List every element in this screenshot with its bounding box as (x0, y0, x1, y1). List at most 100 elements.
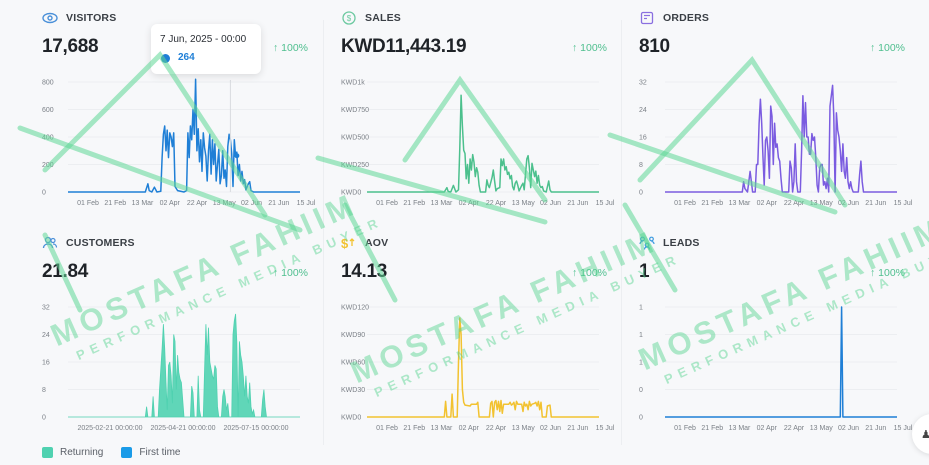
x-tick-label: 15 Jul (297, 200, 316, 207)
card-title: LEADS (663, 237, 700, 249)
y-tick-label: KWD500 (341, 135, 369, 142)
dollar-up-icon: $ (341, 235, 357, 251)
y-tick-label: KWD1k (341, 80, 365, 87)
y-tick-label: 200 (42, 162, 54, 169)
y-tick-label: 800 (42, 80, 54, 87)
x-tick-label: 01 Feb (674, 200, 696, 207)
y-tick-label: KWD0 (341, 415, 361, 422)
x-tick-label: 02 Apr (459, 425, 480, 432)
y-tick-label: 1 (639, 360, 643, 367)
x-tick-label: 02 Apr (459, 200, 480, 207)
x-tick-label: 13 May (512, 425, 535, 432)
card-header: ORDERS (639, 10, 709, 26)
card-title: SALES (365, 12, 402, 24)
chart-aov[interactable]: KWD0 KWD30 KWD60 KWD90 KWD120 01 Feb 21 Feb 13 … (337, 299, 615, 439)
y-tick-label: 32 (639, 80, 647, 87)
x-tick-label: 21 Jun (865, 200, 886, 207)
chart-sales[interactable]: KWD0 KWD250 KWD500 KWD750 KWD1k 01 Feb 21 Feb 1… (337, 74, 615, 214)
card-title: ORDERS (663, 12, 710, 24)
metric-value: 810 (639, 36, 670, 57)
chart-customers[interactable]: 0 8 16 24 32 2025-02-21 00:00:00 2025-04-21 00… (38, 299, 308, 439)
metric-card-aov: $ AOV 14.13 ↑ 100% KWD0 KWD30 KWD60 KWD90 KWD120… (337, 231, 627, 446)
y-tick-label: KWD30 (341, 387, 365, 394)
x-tick-label: 2025-07-15 00:00:00 (224, 425, 289, 432)
metric-value: 1 (639, 261, 650, 282)
x-tick-label: 01 Feb (674, 425, 696, 432)
chart-visitors[interactable]: 0 200 400 600 800 01 Feb 21 Feb 13 Mar 02 Apr 22 … (38, 74, 316, 214)
change-badge: ↑ 100% (272, 267, 308, 279)
y-tick-label: 32 (42, 305, 50, 312)
y-tick-label: 8 (42, 387, 46, 394)
card-title: CUSTOMERS (66, 237, 135, 249)
legend-label-returning: Returning (60, 447, 104, 458)
x-tick-label: 13 May (512, 200, 535, 207)
column-divider (621, 20, 622, 445)
series-area-returning[interactable] (68, 313, 300, 418)
chart-leads[interactable]: 0 0 1 1 1 01 Feb 21 Feb 13 Mar 02 Apr 22 Apr 13 Ma… (635, 299, 913, 439)
metric-value: 17,688 (42, 36, 99, 57)
x-tick-label: 2025-04-21 00:00:00 (151, 425, 216, 432)
card-title: VISITORS (66, 12, 117, 24)
y-tick-label: KWD0 (341, 190, 361, 197)
change-badge: ↑ 100% (869, 42, 905, 54)
y-tick-label: KWD120 (341, 305, 369, 312)
y-tick-label: KWD750 (341, 107, 369, 114)
y-tick-label: KWD90 (341, 332, 365, 339)
x-tick-label: 13 May (810, 200, 833, 207)
y-tick-label: 24 (639, 107, 647, 114)
box-icon (639, 10, 655, 26)
x-tick-label: 02 Jun (540, 425, 561, 432)
series-line-orders[interactable] (665, 84, 897, 193)
x-tick-label: 21 Jun (865, 425, 886, 432)
hover-point (234, 153, 240, 159)
dollar-circle-icon: $ (341, 10, 357, 26)
x-tick-label: 13 Mar (729, 200, 751, 207)
x-tick-label: 21 Feb (403, 425, 425, 432)
y-tick-label: 1 (639, 332, 643, 339)
x-tick-label: 22 Apr (784, 425, 805, 432)
x-tick-label: 02 Apr (757, 200, 778, 207)
series-line-visitors[interactable] (68, 78, 300, 193)
svg-text:$: $ (341, 236, 349, 250)
change-badge: ↑ 100% (571, 42, 607, 54)
y-tick-label: 600 (42, 107, 54, 114)
people-network-icon (639, 235, 655, 251)
x-tick-label: 01 Feb (77, 200, 99, 207)
legend-swatch-returning (42, 447, 53, 458)
y-tick-label: KWD250 (341, 162, 369, 169)
y-tick-label: 8 (639, 162, 643, 169)
legend-item-returning[interactable]: Returning (42, 447, 103, 458)
floating-action-button[interactable]: ♟ (912, 414, 929, 454)
y-tick-label: 0 (639, 387, 643, 394)
card-header: $ SALES (341, 10, 401, 26)
series-line-aov[interactable] (367, 317, 599, 418)
y-tick-label: 1 (639, 305, 643, 312)
x-tick-label: 15 Jul (894, 425, 913, 432)
x-tick-label: 13 Mar (729, 425, 751, 432)
x-tick-label: 21 Jun (567, 200, 588, 207)
y-tick-label: KWD60 (341, 360, 365, 367)
x-tick-label: 02 Jun (838, 425, 859, 432)
x-tick-label: 22 Apr (784, 200, 805, 207)
x-tick-label: 2025-02-21 00:00:00 (78, 425, 143, 432)
metric-value: 21.84 (42, 261, 89, 282)
x-tick-label: 02 Jun (241, 200, 262, 207)
x-tick-label: 21 Feb (403, 200, 425, 207)
x-tick-label: 02 Jun (838, 200, 859, 207)
card-header: VISITORS (42, 10, 116, 26)
change-badge: ↑ 100% (272, 42, 308, 54)
tooltip-date: 7 Jun, 2025 - 00:00 (160, 34, 247, 45)
chart-orders[interactable]: 0 8 16 24 32 01 Feb 21 Feb 13 Mar 02 Apr 22 Apr 13… (635, 74, 913, 214)
x-tick-label: 15 Jul (596, 425, 615, 432)
chart-tooltip: 7 Jun, 2025 - 00:00 264 (151, 24, 261, 74)
metric-card-sales: $ SALES KWD11,443.19 ↑ 100% KWD0 KWD250 KWD500… (337, 6, 627, 221)
x-tick-label: 02 Jun (540, 200, 561, 207)
card-header: CUSTOMERS (42, 235, 135, 251)
legend-item-first-time[interactable]: First time (121, 447, 180, 458)
y-tick-label: 400 (42, 135, 54, 142)
metric-card-visitors: VISITORS 17,688 ↑ 100% 0 200 400 600 800 01 Feb 2… (38, 6, 328, 221)
legend-label-first-time: First time (139, 447, 181, 458)
x-tick-label: 13 Mar (431, 200, 453, 207)
y-tick-label: 24 (42, 332, 50, 339)
